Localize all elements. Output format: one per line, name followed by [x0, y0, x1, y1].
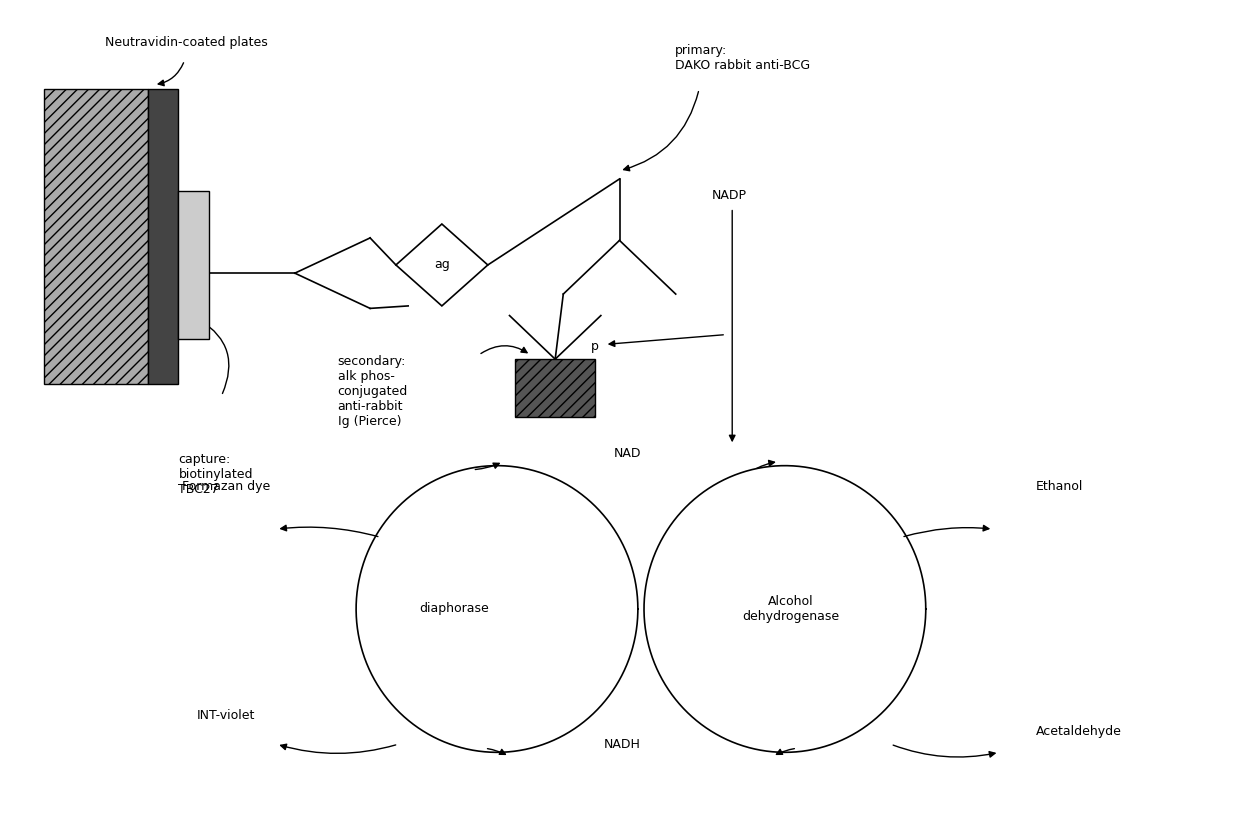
Text: primary:
DAKO rabbit anti-BCG: primary: DAKO rabbit anti-BCG [674, 44, 810, 72]
Text: Alcohol
dehydrogenase: Alcohol dehydrogenase [742, 595, 840, 623]
Text: Ethanol: Ethanol [1036, 480, 1083, 492]
Bar [147, 89, 178, 384]
Text: INT-violet: INT-violet [197, 709, 255, 722]
Text: Formazan dye: Formazan dye [182, 480, 270, 492]
Text: NAD: NAD [613, 446, 641, 460]
Text: Neutravidin-coated plates: Neutravidin-coated plates [105, 36, 268, 48]
Text: NADH: NADH [603, 738, 641, 751]
Text: capture:
biotinylated
TBC27: capture: biotinylated TBC27 [178, 453, 253, 496]
Text: diaphorase: diaphorase [419, 602, 489, 616]
Text: Acetaldehyde: Acetaldehyde [1036, 726, 1121, 738]
Text: secondary:
alk phos-
conjugated
anti-rabbit
Ig (Pierce): secondary: alk phos- conjugated anti-rab… [338, 355, 408, 428]
Bar [43, 89, 147, 384]
Text: NADP: NADP [711, 189, 746, 202]
Bar [515, 359, 595, 416]
Text: ag: ag [434, 258, 450, 272]
Polygon shape [396, 224, 488, 306]
Text: p: p [591, 341, 600, 353]
Bar [178, 192, 209, 339]
